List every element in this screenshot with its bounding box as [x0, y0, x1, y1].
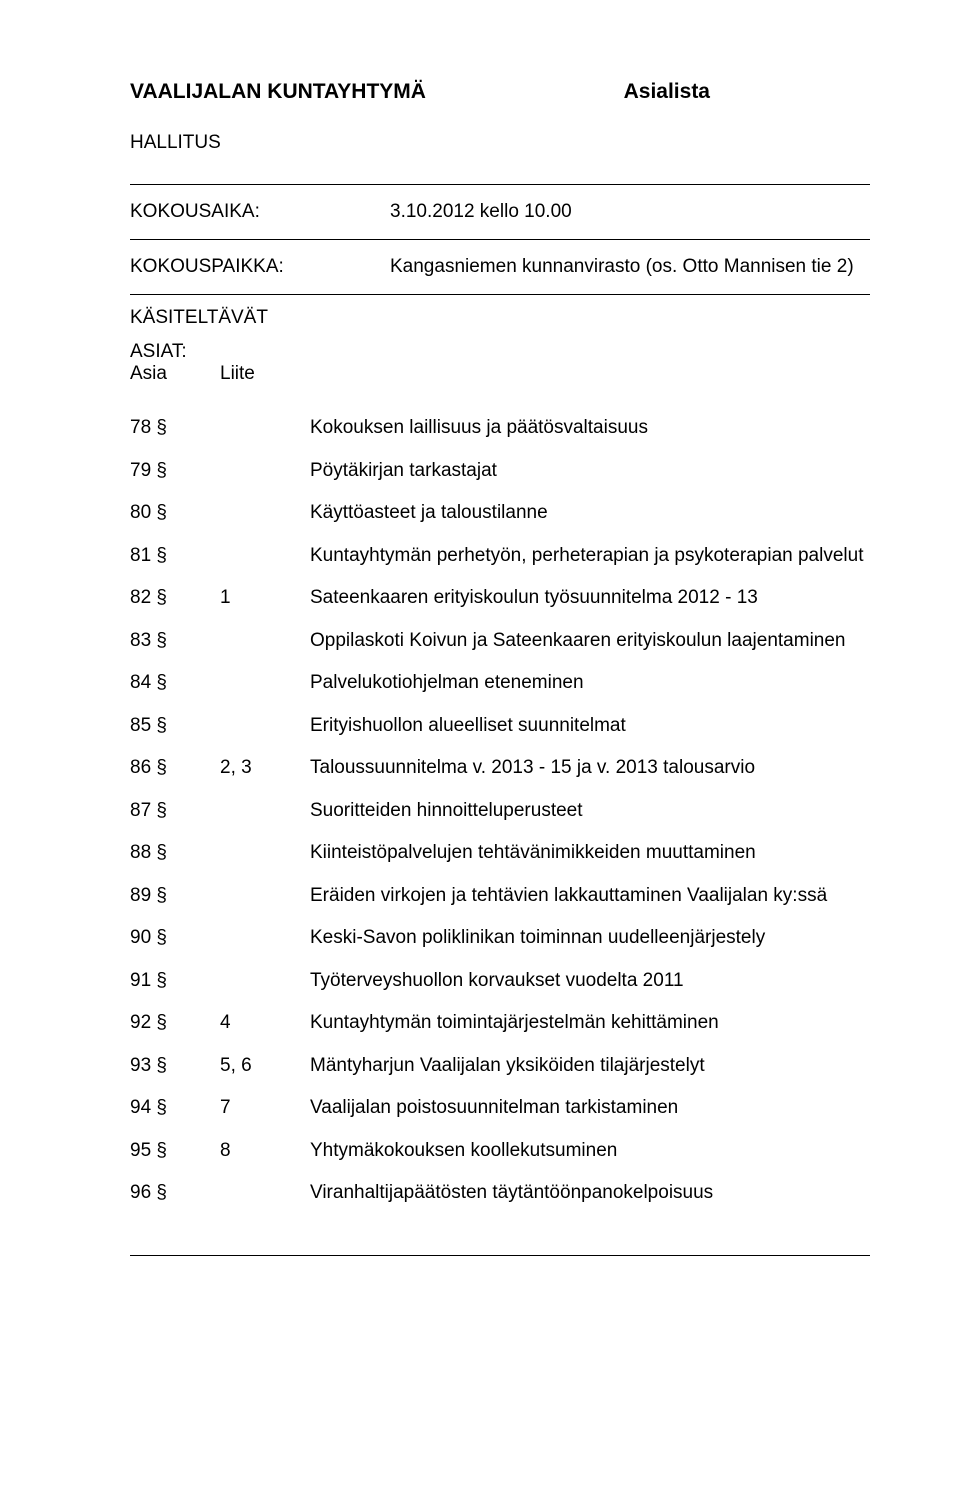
agenda-number: 90 §: [130, 917, 220, 960]
agenda-attachment: [220, 790, 310, 833]
agenda-number: 94 §: [130, 1087, 220, 1130]
agenda-row: 89 § Eräiden virkojen ja tehtävien lakkau…: [130, 875, 870, 918]
agenda-row: 81 § Kuntayhtymän perhetyön, perheterapia…: [130, 535, 870, 578]
agenda-title: Kiinteistöpalvelujen tehtävänimikkeiden …: [310, 832, 870, 875]
col-header-liite: Liite: [220, 363, 310, 385]
agenda-number: 81 §: [130, 535, 220, 578]
agenda-row: 85 § Erityishuollon alueelliset suunnitel…: [130, 705, 870, 748]
agenda-row: 84 § Palvelukotiohjelman eteneminen: [130, 662, 870, 705]
agenda-number: 93 §: [130, 1045, 220, 1088]
meeting-place-value: Kangasniemen kunnanvirasto (os. Otto Man…: [390, 256, 854, 278]
agenda-attachment: [220, 705, 310, 748]
agenda-title: Viranhaltijapäätösten täytäntöönpanokelp…: [310, 1172, 870, 1215]
agenda-row: 86 §2, 3Taloussuunnitelma v. 2013 - 15 j…: [130, 747, 870, 790]
agenda-attachment: [220, 875, 310, 918]
agenda-row: 93 §5, 6Mäntyharjun Vaalijalan yksiköide…: [130, 1045, 870, 1088]
agenda-number: 87 §: [130, 790, 220, 833]
agenda-attachment: [220, 492, 310, 535]
agenda-title: Mäntyharjun Vaalijalan yksiköiden tilajä…: [310, 1045, 870, 1088]
agenda-row: 87 § Suoritteiden hinnoitteluperusteet: [130, 790, 870, 833]
agenda-row: 94 §7Vaalijalan poistosuunnitelman tarki…: [130, 1087, 870, 1130]
agenda-row: 91 § Työterveyshuollon korvaukset vuodelt…: [130, 960, 870, 1003]
agenda-title: Työterveyshuollon korvaukset vuodelta 20…: [310, 960, 870, 1003]
agenda-row: 88 § Kiinteistöpalvelujen tehtävänimikkei…: [130, 832, 870, 875]
header-row: VAALIJALAN KUNTAYHTYMÄ Asialista: [130, 80, 870, 104]
agenda-title: Käyttöasteet ja taloustilanne: [310, 492, 870, 535]
agenda-row: 90 § Keski-Savon poliklinikan toiminnan u…: [130, 917, 870, 960]
meeting-time-row: KOKOUSAIKA: 3.10.2012 kello 10.00: [130, 185, 870, 239]
agenda-attachment: [220, 535, 310, 578]
agenda-attachment: [220, 407, 310, 450]
agenda-number: 88 §: [130, 832, 220, 875]
agenda-number: 80 §: [130, 492, 220, 535]
agenda-attachment: 8: [220, 1130, 310, 1173]
agenda-row: 82 §1Sateenkaaren erityiskoulun työsuunn…: [130, 577, 870, 620]
agenda-row: 79 § Pöytäkirjan tarkastajat: [130, 450, 870, 493]
agenda-title: Taloussuunnitelma v. 2013 - 15 ja v. 201…: [310, 747, 870, 790]
agenda-table: 78 § Kokouksen laillisuus ja päätösvaltai…: [130, 407, 870, 1215]
meeting-time-label: KOKOUSAIKA:: [130, 201, 390, 223]
agenda-title: Oppilaskoti Koivun ja Sateenkaaren erity…: [310, 620, 870, 663]
section-title-1: KÄSITELTÄVÄT: [130, 307, 870, 329]
agenda-number: 79 §: [130, 450, 220, 493]
agenda-title: Kuntayhtymän toimintajärjestelmän kehitt…: [310, 1002, 870, 1045]
agenda-title: Erityishuollon alueelliset suunnitelmat: [310, 705, 870, 748]
agenda-title: Kokouksen laillisuus ja päätösvaltaisuus: [310, 407, 870, 450]
column-headers: Asia Liite: [130, 363, 870, 385]
agenda-title: Yhtymäkokouksen koollekutsuminen: [310, 1130, 870, 1173]
agenda-number: 86 §: [130, 747, 220, 790]
agenda-number: 84 §: [130, 662, 220, 705]
page: VAALIJALAN KUNTAYHTYMÄ Asialista HALLITU…: [0, 0, 960, 1511]
agenda-attachment: [220, 620, 310, 663]
agenda-row: 78 § Kokouksen laillisuus ja päätösvaltai…: [130, 407, 870, 450]
agenda-row: 92 §4Kuntayhtymän toimintajärjestelmän k…: [130, 1002, 870, 1045]
agenda-attachment: 4: [220, 1002, 310, 1045]
section-title-2: ASIAT:: [130, 341, 870, 363]
agenda-attachment: [220, 450, 310, 493]
agenda-title: Kuntayhtymän perhetyön, perheterapian ja…: [310, 535, 870, 578]
agenda-number: 83 §: [130, 620, 220, 663]
agenda-row: 80 § Käyttöasteet ja taloustilanne: [130, 492, 870, 535]
agenda-number: 78 §: [130, 407, 220, 450]
agenda-number: 92 §: [130, 1002, 220, 1045]
agenda-title: Pöytäkirjan tarkastajat: [310, 450, 870, 493]
agenda-attachment: [220, 662, 310, 705]
agenda-attachment: [220, 917, 310, 960]
agenda-attachment: [220, 832, 310, 875]
body-name: HALLITUS: [130, 132, 870, 154]
agenda-attachment: 1: [220, 577, 310, 620]
agenda-attachment: [220, 1172, 310, 1215]
agenda-attachment: 5, 6: [220, 1045, 310, 1088]
agenda-number: 89 §: [130, 875, 220, 918]
agenda-attachment: 2, 3: [220, 747, 310, 790]
agenda-row: 95 §8Yhtymäkokouksen koollekutsuminen: [130, 1130, 870, 1173]
agenda-number: 82 §: [130, 577, 220, 620]
meeting-time-value: 3.10.2012 kello 10.00: [390, 201, 572, 223]
agenda-title: Keski-Savon poliklinikan toiminnan uudel…: [310, 917, 870, 960]
divider: [130, 1255, 870, 1256]
agenda-attachment: 7: [220, 1087, 310, 1130]
meeting-place-label: KOKOUSPAIKKA:: [130, 256, 390, 278]
agenda-row: 96 § Viranhaltijapäätösten täytäntöönpano…: [130, 1172, 870, 1215]
agenda-number: 96 §: [130, 1172, 220, 1215]
agenda-row: 83 § Oppilaskoti Koivun ja Sateenkaaren e…: [130, 620, 870, 663]
divider: [130, 294, 870, 295]
agenda-number: 91 §: [130, 960, 220, 1003]
agenda-title: Eräiden virkojen ja tehtävien lakkauttam…: [310, 875, 870, 918]
agenda-attachment: [220, 960, 310, 1003]
meeting-place-row: KOKOUSPAIKKA: Kangasniemen kunnanvirasto…: [130, 240, 870, 294]
agenda-title: Palvelukotiohjelman eteneminen: [310, 662, 870, 705]
col-header-asia: Asia: [130, 363, 220, 385]
agenda-number: 85 §: [130, 705, 220, 748]
doc-type: Asialista: [624, 80, 710, 104]
agenda-number: 95 §: [130, 1130, 220, 1173]
agenda-title: Suoritteiden hinnoitteluperusteet: [310, 790, 870, 833]
agenda-title: Sateenkaaren erityiskoulun työsuunnitelm…: [310, 577, 870, 620]
org-name: VAALIJALAN KUNTAYHTYMÄ: [130, 80, 426, 104]
agenda-title: Vaalijalan poistosuunnitelman tarkistami…: [310, 1087, 870, 1130]
